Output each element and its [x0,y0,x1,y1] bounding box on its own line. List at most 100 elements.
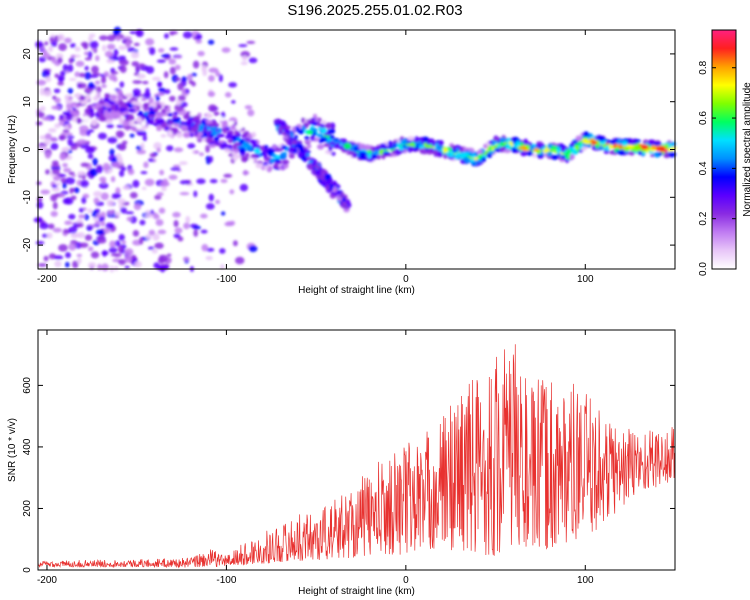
spectrogram-blob [505,143,511,150]
colorbar-tick-label: 0.0 [698,262,709,276]
spectrogram-blob [115,187,121,195]
spectrogram-blob [173,233,181,239]
spectrogram-blob [76,222,84,228]
spectrogram-blob [106,199,115,207]
spectrogram-blob [62,181,67,189]
spectrogram-blob [560,146,566,153]
spectrogram-blob [132,88,141,96]
spectrogram-blob [488,150,494,155]
spectrogram-blob [215,71,221,77]
spectrogram-blob [98,182,109,189]
spectrogram-blob [50,194,58,202]
spectrogram-blob [248,57,258,64]
colorbar-tick-label: 0.6 [698,111,709,125]
spectrogram-blob [118,157,124,166]
spectrogram-blob [155,94,160,102]
spectrogram-blob [193,229,199,237]
snr-series-line [37,344,676,569]
spectrogram-blob [621,140,628,147]
spectrogram-blob [407,146,415,152]
spectrogram-blob [68,57,74,64]
spectrogram-blob [174,64,181,71]
spectrogram-blob [51,56,57,64]
spectrogram-blob [488,145,493,152]
spectrogram-blob [96,237,107,244]
spectrogram-blob [312,113,318,119]
spectrogram-blob [45,71,50,78]
spectrogram-blob [395,150,401,155]
spectrogram-blob [577,141,582,146]
spectrogram-blob [118,59,129,66]
spectrogram-blob [160,123,167,129]
spectrogram-blob [188,79,194,85]
spectrogram-blob [168,174,178,180]
spectrogram-blob [82,120,90,125]
spectrogram-blob [339,191,345,199]
spectrogram-blob [278,165,283,170]
spectrogram-y-label: Frequency (Hz) [7,115,18,184]
spectrogram-blob [87,51,93,59]
spectrogram-blob [35,241,45,245]
spectrogram-blob [221,47,231,53]
spectrogram-blob [70,195,77,201]
spectrogram-blob [93,104,100,110]
colorbar-label: Normalized spectral amplitude [742,82,750,217]
spectrogram-blob [532,153,537,158]
spectrogram-blob [67,87,74,94]
spectrogram-blob [185,215,191,224]
spectrogram-blob [157,81,163,88]
spectrogram-blob [74,93,82,99]
spectrogram-blob [300,117,305,123]
spectrogram-blob [213,136,220,142]
spectrogram-blob [55,182,61,186]
y-tick-label: 0 [22,567,33,573]
spectrogram-blob [633,139,641,143]
spectrogram-blob [79,95,86,101]
spectrogram-blob [84,65,89,71]
spectrogram-blob [263,165,269,170]
spectrogram-blob [37,111,45,118]
spectrogram-blob [499,137,507,143]
spectrogram-blob [66,135,75,139]
x-tick-label: -100 [216,575,236,586]
spectrogram-blob [140,142,145,151]
spectrogram-blob [142,103,148,109]
spectrogram-blob [111,157,118,163]
spectrogram-blob [148,229,156,236]
spectrogram-blob [88,82,95,89]
spectrogram-blob [609,150,615,155]
spectrogram-blob [67,139,74,144]
spectrogram-blob [119,107,127,113]
spectrogram-blob [249,139,256,145]
spectrogram-blob [57,33,65,42]
spectrogram-blob [139,219,146,226]
spectrogram-blob [301,125,306,131]
spectrogram-blob [236,137,241,142]
spectrogram-blob [51,168,60,175]
spectrogram-blob [95,220,101,226]
spectrogram-blob [102,162,111,171]
spectrogram-blob [67,64,74,73]
spectrogram-blob [57,57,63,64]
spectrogram-blob [101,263,109,272]
spectrogram-blobs [33,26,677,273]
spectrogram-blob [129,133,135,138]
spectrogram-blob [97,112,104,116]
spectrogram-blob [461,151,470,156]
spectrogram-blob [43,139,51,146]
spectrogram-blob [171,118,180,124]
spectrogram-blob [316,133,324,138]
colorbar-tick-label: 0.2 [698,211,709,225]
spectrogram-blob [124,248,134,256]
spectrogram-blob [567,149,572,153]
spectrogram-blob [91,119,98,126]
spectrogram-blob [68,226,78,234]
spectrogram-blob [273,162,279,169]
spectrogram-blob [129,30,137,35]
spectrogram-blob [78,72,86,78]
spectrogram-blob [138,63,146,68]
spectrogram-blob [100,220,106,227]
spectrogram-blob [220,178,228,184]
spectrogram-blob [129,192,138,199]
spectrogram-blob [147,246,155,250]
